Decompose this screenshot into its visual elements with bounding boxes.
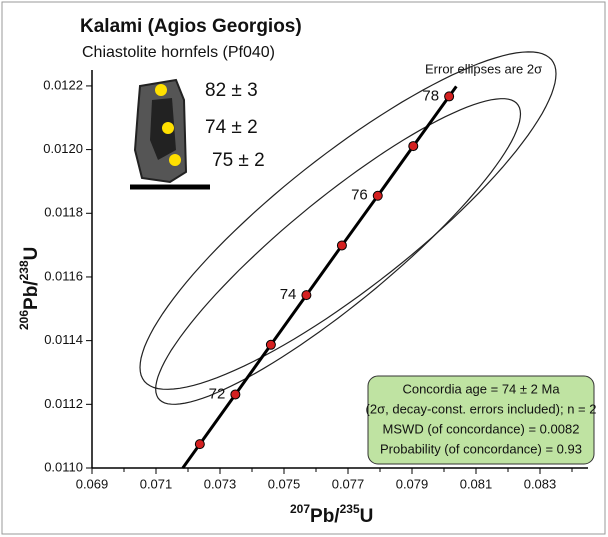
age-marker [230, 389, 241, 400]
result-text: Probability (of concordance) = 0.93 [380, 441, 582, 456]
age-marker [301, 290, 312, 301]
age-label: 74 [280, 286, 297, 303]
x-tick-label: 0.075 [268, 476, 301, 491]
x-tick-label: 0.069 [76, 476, 109, 491]
inset: 82 ± 3 74 ± 2 75 ± 2 [130, 78, 265, 190]
age-marker [194, 439, 205, 450]
chart-subtitle: Chiastolite hornfels (Pf040) [82, 44, 275, 61]
spot-age: 82 ± 3 [205, 80, 258, 101]
label-text: U [21, 247, 42, 261]
age-marker [336, 240, 347, 251]
label-superscript: 207 [290, 502, 310, 516]
age-marker [408, 141, 419, 152]
x-tick-label: 0.081 [460, 476, 493, 491]
x-tick-label: 0.073 [204, 476, 237, 491]
x-axis-label: 207Pb/235U [290, 502, 373, 527]
label-text: U [360, 506, 374, 527]
spot [155, 84, 167, 96]
y-tick-label: 0.0122 [43, 77, 83, 92]
error-ellipse [139, 51, 557, 390]
spot [162, 122, 174, 134]
spot-age: 75 ± 2 [212, 150, 265, 171]
age-label: 76 [351, 187, 368, 204]
y-tick-label: 0.0118 [44, 205, 83, 220]
label-superscript: 235 [340, 502, 360, 516]
spot-age: 74 ± 2 [205, 117, 258, 138]
age-marker [444, 91, 455, 102]
x-tick-label: 0.079 [396, 476, 429, 491]
result-text: (2σ, decay-const. errors included); n = … [366, 401, 597, 416]
age-marker [372, 190, 383, 201]
label-text: Pb/ [21, 280, 42, 310]
y-tick-label: 0.0116 [44, 268, 83, 283]
spot [169, 154, 181, 166]
label-superscript: 206 [17, 310, 31, 330]
x-tick-label: 0.083 [524, 476, 557, 491]
y-tick-label: 0.0120 [43, 141, 83, 156]
concordia-curve [198, 95, 451, 445]
x-tick-label: 0.077 [332, 476, 365, 491]
age-marker [265, 339, 276, 350]
label-superscript: 238 [17, 260, 31, 280]
annotation: Error ellipses are 2σ [425, 61, 542, 76]
y-tick-label: 0.0114 [44, 332, 83, 347]
y-axis-label: 206Pb/238U [17, 247, 42, 330]
label-text: Pb/ [310, 506, 340, 527]
y-tick-label: 0.0110 [44, 459, 83, 474]
age-label: 72 [209, 385, 226, 402]
result-box [367, 375, 595, 465]
result-text: MSWD (of concordance) = 0.0082 [383, 421, 580, 436]
age-label: 78 [422, 87, 439, 104]
y-tick-label: 0.0112 [44, 396, 83, 411]
result-text: Concordia age = 74 ± 2 Ma [402, 381, 560, 396]
x-tick-label: 0.071 [140, 476, 173, 491]
chart-title: Kalami (Agios Georgios) [80, 16, 302, 37]
